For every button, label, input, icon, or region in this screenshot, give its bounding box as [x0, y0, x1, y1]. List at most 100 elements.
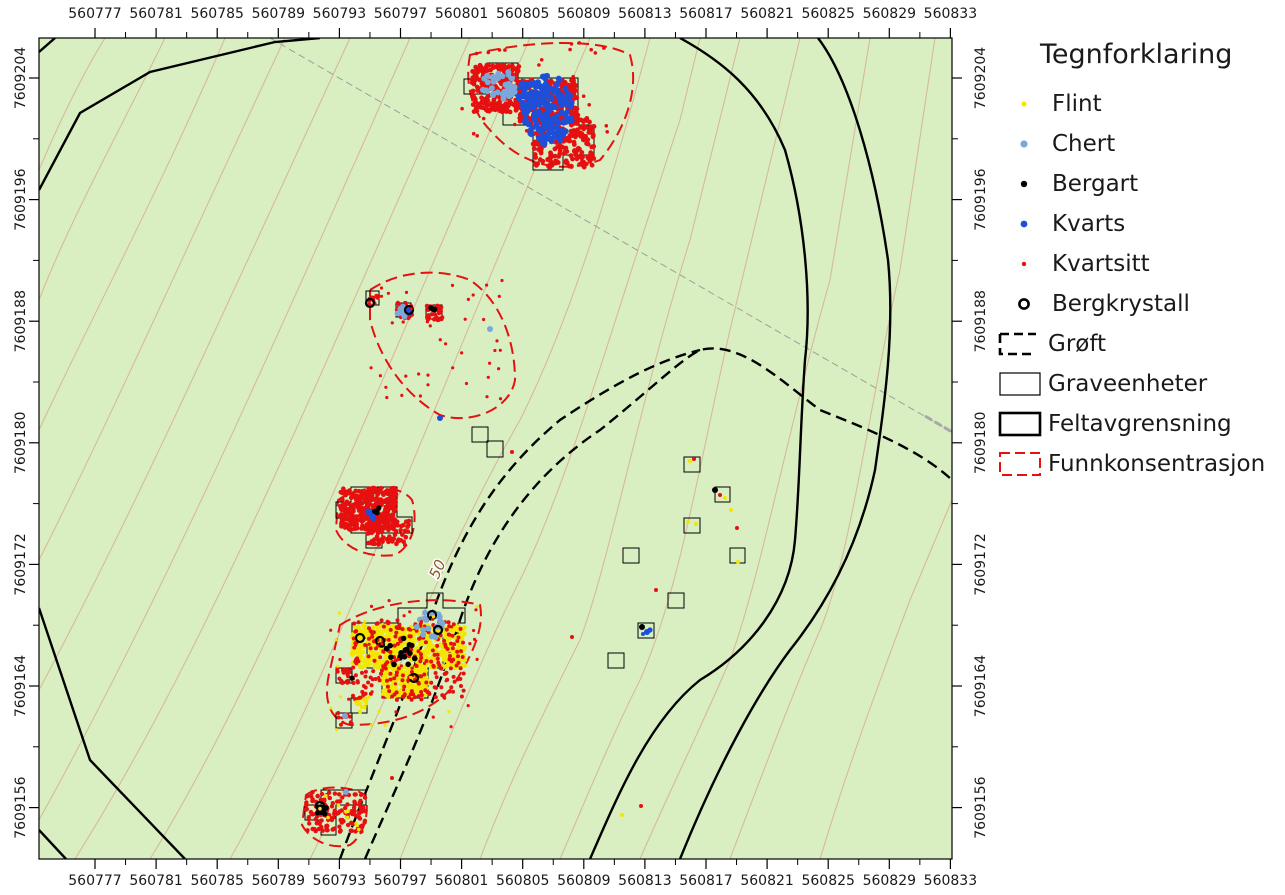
- quartzite-find: [363, 669, 368, 674]
- quartzite-find: [402, 614, 406, 618]
- quartzite-find: [529, 77, 534, 81]
- legend-item-chert: Chert: [996, 124, 1281, 164]
- quartzite-find: [347, 513, 353, 518]
- y-tick-label: 7609196: [13, 168, 29, 230]
- quartzite-find: [377, 678, 382, 683]
- x-tick-label: 560809: [557, 6, 610, 22]
- quartzite-find: [346, 679, 350, 683]
- quartzite-find: [345, 822, 351, 828]
- quartzite-find: [352, 696, 357, 701]
- quartzite-find: [591, 144, 597, 149]
- quartz-find: [562, 85, 569, 92]
- quartzite-find: [392, 500, 398, 505]
- quartzite-find: [474, 97, 478, 102]
- quartz-find: [365, 508, 371, 515]
- quartzite-find: [372, 541, 377, 547]
- quartzite-find: [304, 794, 310, 799]
- quartzite-find: [304, 807, 309, 812]
- quartzite-find: [341, 486, 346, 492]
- quartzite-find: [456, 654, 460, 659]
- rock-crystal-find: [403, 304, 415, 316]
- quartzite-find: [513, 122, 517, 127]
- quartzite-find: [486, 375, 490, 379]
- quartzite-find: [537, 157, 543, 163]
- quartzite-find: [416, 694, 421, 699]
- quartzite-find: [481, 116, 486, 121]
- quartzite-find: [310, 798, 315, 804]
- x-tick-label: 560833: [924, 873, 977, 889]
- flint-find: [382, 628, 387, 633]
- quartz-find: [551, 133, 558, 140]
- rock-crystal-find: [354, 632, 366, 644]
- quartzite-find: [574, 156, 580, 162]
- flint-find: [318, 806, 322, 811]
- quartz-find: [531, 110, 538, 116]
- quartzite-find: [485, 395, 489, 399]
- quartzite-find: [348, 722, 352, 726]
- legend-label: Grøft: [1048, 331, 1107, 357]
- quartzite-find: [363, 643, 368, 647]
- quartz-find: [557, 137, 564, 144]
- quartzite-find: [469, 80, 475, 86]
- quartzite-find: [383, 507, 388, 513]
- quartzite-find: [495, 339, 499, 343]
- quartzite-find: [455, 649, 460, 654]
- quartzite-find: [419, 674, 424, 679]
- quartzite-find: [406, 627, 411, 631]
- blue-dot-icon: [1020, 220, 1028, 228]
- quartzite-find: [602, 46, 606, 50]
- quartzite-find: [374, 646, 378, 651]
- chert-find: [503, 90, 510, 97]
- quartz-find: [549, 125, 556, 132]
- quartzite-find: [498, 397, 503, 401]
- chert-find: [420, 631, 427, 638]
- chert-find: [511, 84, 518, 91]
- quartzite-find: [409, 307, 413, 311]
- quartzite-find: [432, 312, 438, 317]
- grey-dashed-line-end: [924, 414, 952, 434]
- flint-find: [336, 664, 340, 668]
- quartzite-find: [435, 643, 440, 648]
- quartzite-find: [346, 506, 352, 512]
- quartzite-find: [351, 805, 357, 810]
- quartzite-find: [339, 808, 344, 813]
- quartzite-find: [514, 70, 520, 75]
- quartzite-find: [399, 664, 403, 668]
- quartzite-find: [435, 656, 440, 661]
- quartzite-find: [345, 802, 350, 807]
- rock-find: [374, 510, 380, 516]
- quartzite-find: [329, 628, 333, 632]
- quartzite-find: [497, 48, 502, 52]
- quartzite-find: [503, 48, 507, 52]
- quartzite-find: [496, 104, 500, 108]
- quartzite-find: [435, 652, 440, 657]
- quartzite-find: [354, 514, 359, 519]
- quartzite-find: [451, 674, 456, 679]
- quartzite-find: [371, 524, 376, 530]
- quartzite-find: [370, 634, 375, 639]
- quartz-find: [540, 94, 547, 100]
- quartzite-find: [460, 351, 464, 355]
- quartzite-find: [385, 395, 389, 400]
- x-tick-label: 560777: [68, 873, 121, 889]
- quartzite-find: [376, 644, 380, 648]
- quartz-find: [553, 125, 560, 132]
- quartzite-find: [390, 776, 394, 780]
- quartzite-find: [339, 507, 345, 513]
- quartzite-find: [403, 300, 408, 306]
- quartzite-find: [409, 697, 414, 702]
- x-tick-label: 560821: [740, 873, 793, 889]
- contour-lines: [39, 38, 952, 859]
- x-tick-label: 560817: [679, 6, 732, 22]
- quartz-find: [552, 104, 559, 111]
- quartzite-find: [402, 684, 407, 689]
- quartzite-find: [403, 519, 409, 524]
- quartzite-find: [486, 98, 491, 103]
- x-tick-label: 560813: [618, 6, 671, 22]
- flint-find: [440, 649, 446, 654]
- quartzite-find: [374, 621, 379, 626]
- flint-find: [402, 631, 407, 636]
- quartzite-find: [388, 677, 393, 682]
- quartzite-find: [503, 106, 508, 111]
- quartzite-find: [383, 520, 389, 525]
